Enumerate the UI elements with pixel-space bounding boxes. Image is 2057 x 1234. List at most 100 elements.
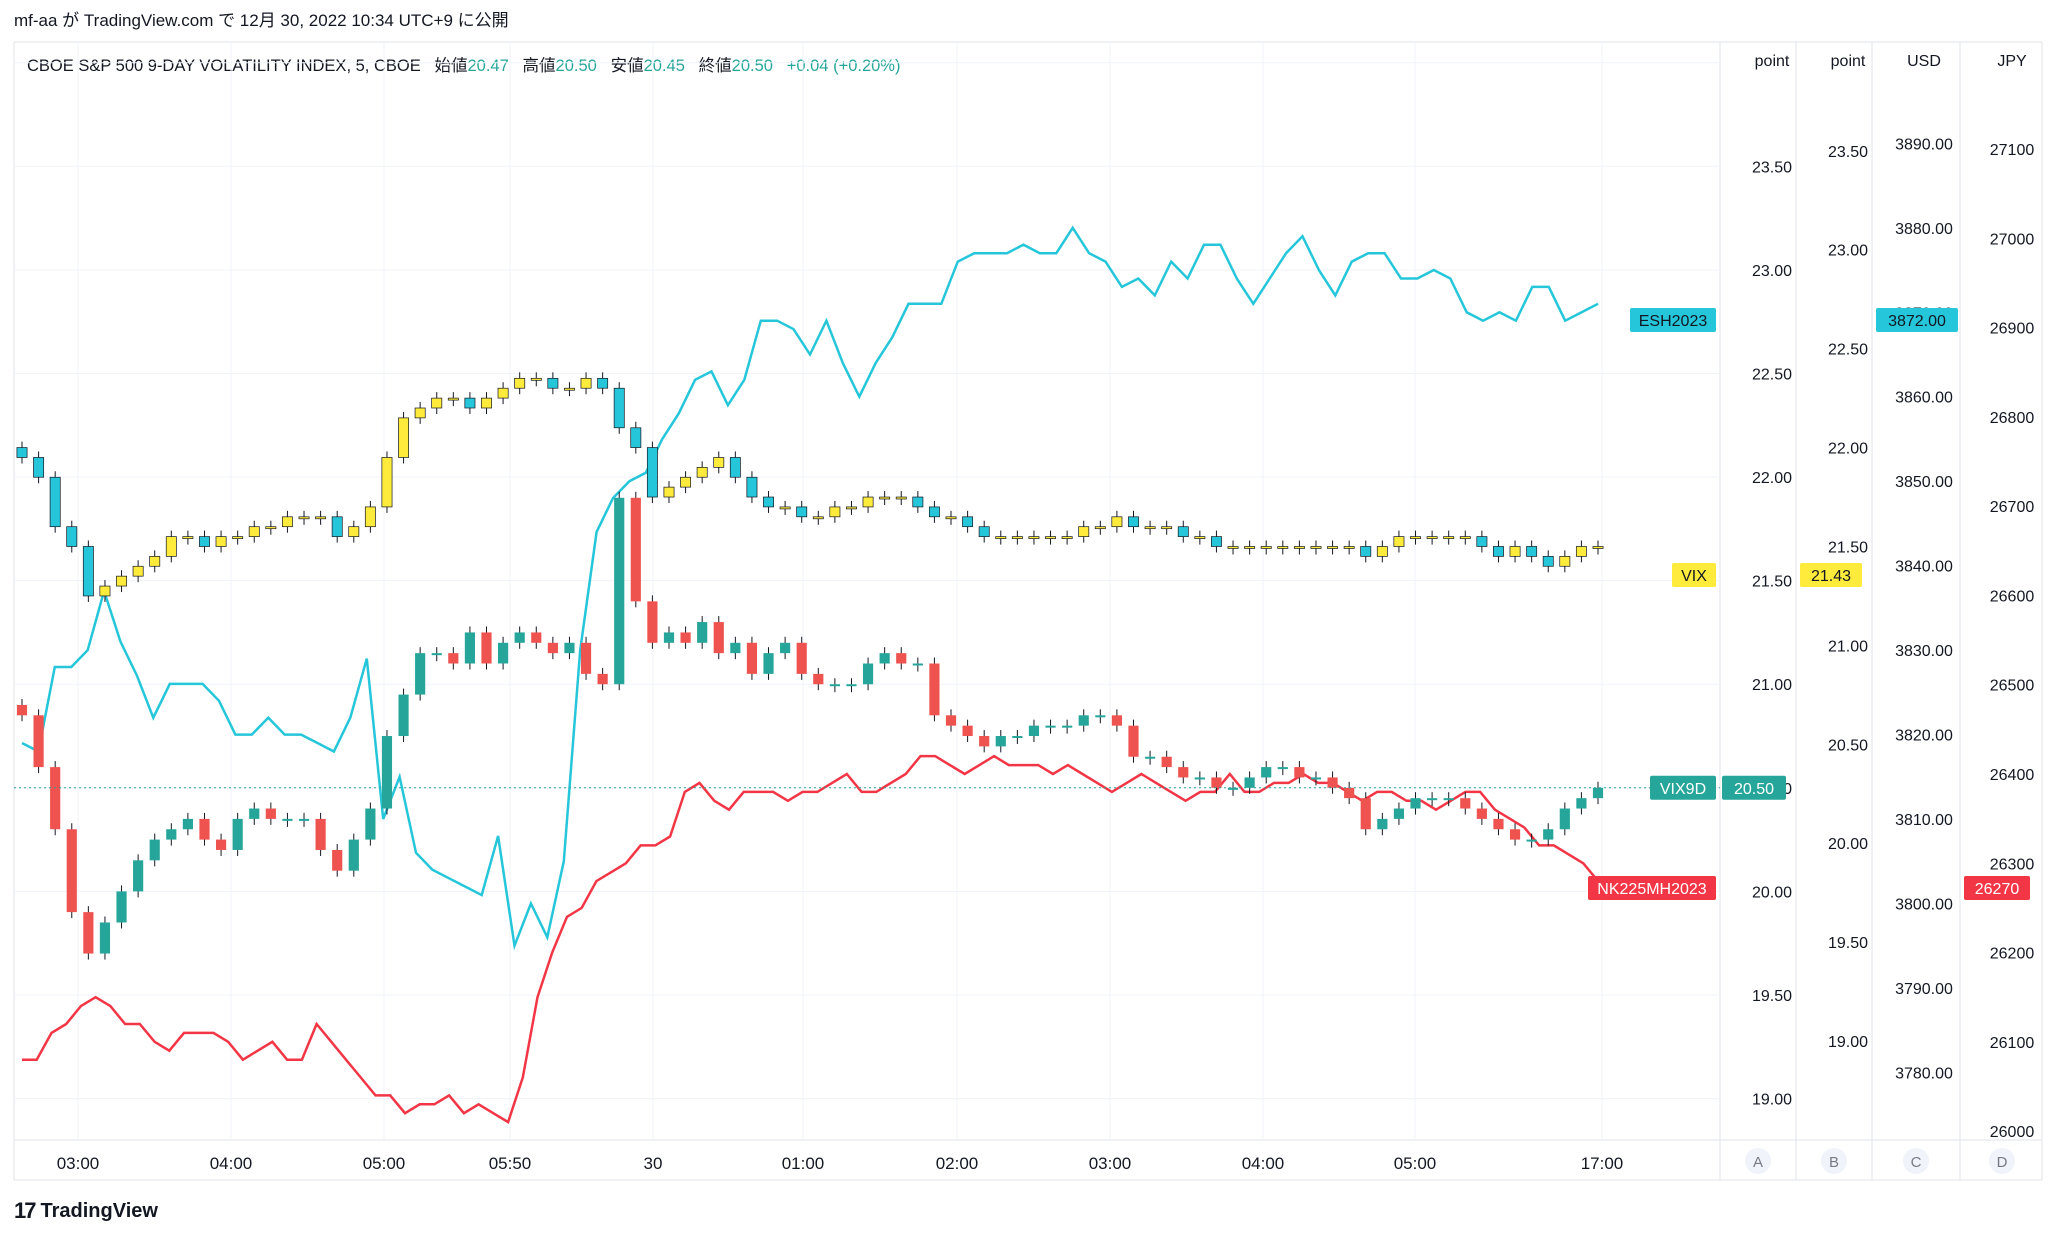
candle-VIX9D xyxy=(912,663,923,666)
tick-label-D: 26800 xyxy=(1990,410,2035,427)
candle-VIX9D xyxy=(730,642,741,654)
candle-VIX9D xyxy=(1360,798,1371,830)
tradingview-logo[interactable]: 17 TradingView xyxy=(14,1198,158,1224)
candle-VIX9D xyxy=(1460,798,1471,809)
candle-VIX xyxy=(1177,526,1189,537)
candle-VIX xyxy=(597,377,609,389)
tick-label-A: 23.50 xyxy=(1752,159,1792,176)
x-tick-label: 30 xyxy=(644,1154,663,1173)
tick-label-C: 3850.00 xyxy=(1895,474,1953,491)
candle-VIX9D xyxy=(1592,787,1604,799)
candle-VIX xyxy=(1327,546,1339,549)
scale-button-D xyxy=(1989,1148,2015,1174)
candle-VIX9D xyxy=(879,653,890,664)
candle-VIX xyxy=(564,387,575,391)
candle-VIX xyxy=(1575,546,1587,557)
candle-VIX9D xyxy=(614,497,625,685)
candle-VIX9D xyxy=(182,818,193,830)
candle-VIX9D xyxy=(929,663,940,716)
badge-esh-value-bg xyxy=(1876,308,1958,332)
scale-unit-D: JPY xyxy=(1997,53,2027,70)
candle-VIX xyxy=(912,496,924,508)
candle-VIX xyxy=(99,585,111,597)
candle-VIX9D xyxy=(1128,725,1139,757)
candle-VIX xyxy=(928,506,940,518)
tick-label-A: 20.00 xyxy=(1752,884,1792,901)
tick-label-C: 3810.00 xyxy=(1895,812,1953,829)
tick-label-B: 22.00 xyxy=(1828,441,1868,458)
x-tick-label: 02:00 xyxy=(936,1154,979,1173)
candle-VIX xyxy=(1360,546,1372,557)
candle-VIX xyxy=(1509,546,1521,557)
candle-VIX xyxy=(796,506,808,518)
candle-VIX9D xyxy=(1227,787,1239,790)
chart-frame xyxy=(13,41,2043,1181)
candle-VIX xyxy=(812,516,824,520)
badge-vix-value: 21.43 xyxy=(1811,568,1851,585)
tick-label-B: 19.00 xyxy=(1828,1034,1868,1051)
badge-vix9d-value: 20.50 xyxy=(1734,781,1774,798)
candle-VIX9D xyxy=(846,684,857,687)
badge-vix-label-bg xyxy=(1672,563,1716,587)
candle-VIX xyxy=(1194,536,1206,539)
tick-label-C: 3880.00 xyxy=(1895,221,1953,238)
legend-high-value: 20.50 xyxy=(555,57,597,75)
candle-VIX9D xyxy=(746,642,758,674)
candle-VIX9D xyxy=(1526,839,1537,842)
candle-VIX xyxy=(962,516,974,528)
legend-low-label: 安値 xyxy=(610,57,644,75)
x-tick-label: 03:00 xyxy=(1089,1154,1132,1173)
candle-VIX9D xyxy=(365,808,376,840)
candle-VIX xyxy=(1227,546,1239,549)
candle-VIX9D xyxy=(1443,798,1454,801)
candle-VIX9D xyxy=(1543,829,1554,840)
candle-VIX xyxy=(381,457,393,508)
candle-VIX9D xyxy=(1327,777,1338,788)
legend-symbol: CBOE S&P 500 9-DAY VOLATILITY INDEX, 5, … xyxy=(27,57,421,75)
candle-VIX9D xyxy=(415,653,426,695)
tick-label-D: 26100 xyxy=(1990,1035,2035,1052)
candle-VIX xyxy=(1061,536,1073,539)
candle-VIX9D xyxy=(1476,808,1487,819)
candle-VIX xyxy=(132,565,144,577)
tick-label-D: 26500 xyxy=(1990,678,2035,695)
candle-VIX9D xyxy=(448,653,459,664)
candle-VIX xyxy=(199,536,210,547)
tick-label-A: 22.50 xyxy=(1752,366,1792,383)
candle-VIX9D xyxy=(862,663,874,685)
candle-VIX9D xyxy=(149,839,160,861)
tick-label-B: 23.00 xyxy=(1828,243,1868,260)
tick-label-B: 19.50 xyxy=(1828,935,1868,952)
legend-low-value: 20.45 xyxy=(643,57,685,75)
candle-VIX xyxy=(1376,546,1388,557)
legend: CBOE S&P 500 9-DAY VOLATILITY INDEX, 5, … xyxy=(27,52,900,76)
candle-VIX9D xyxy=(995,736,1006,747)
candle-VIX9D xyxy=(1244,777,1255,788)
tick-label-B: 21.00 xyxy=(1828,638,1868,655)
candle-VIX9D xyxy=(796,642,807,674)
candle-VIX9D xyxy=(116,891,127,923)
candle-VIX9D xyxy=(298,818,310,821)
candle-VIX xyxy=(1592,546,1604,549)
tick-label-B: 20.50 xyxy=(1828,737,1868,754)
badge-nk-value-bg xyxy=(1964,876,2030,900)
candle-VIX9D xyxy=(16,704,28,716)
candle-VIX9D xyxy=(249,808,260,819)
candle-VIX9D xyxy=(647,601,658,643)
candle-VIX xyxy=(846,506,857,510)
legend-high-label: 高値 xyxy=(522,57,556,75)
candle-VIX xyxy=(281,516,293,528)
candle-VIX9D xyxy=(547,642,558,654)
candle-VIX9D xyxy=(431,653,442,656)
tv-logo-icon: 17 xyxy=(14,1198,37,1223)
candle-VIX9D xyxy=(1111,715,1122,726)
tick-label-D: 26300 xyxy=(1990,856,2035,873)
candle-VIX xyxy=(331,516,343,537)
candle-VIX9D xyxy=(1576,798,1587,809)
tick-label-D: 26000 xyxy=(1990,1124,2035,1141)
candle-VIX9D xyxy=(1410,798,1421,809)
scale-unit-A: point xyxy=(1755,53,1790,70)
candle-VIX xyxy=(1277,546,1289,549)
candle-VIX9D xyxy=(663,632,675,643)
